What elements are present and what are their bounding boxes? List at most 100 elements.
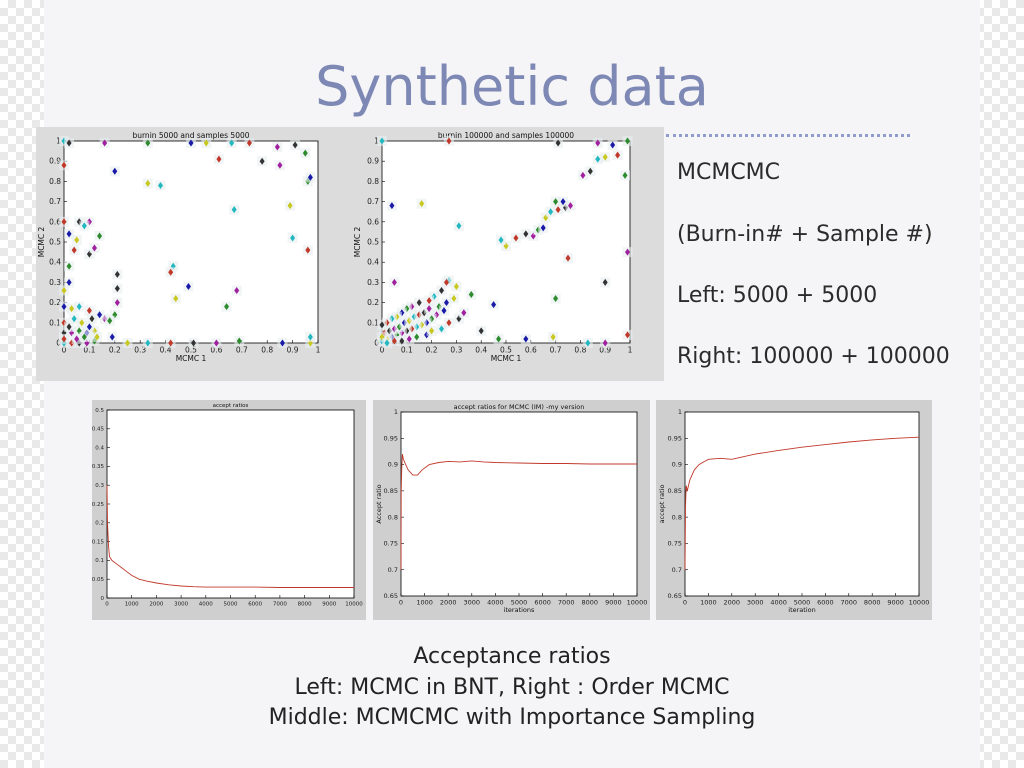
scatter-point bbox=[391, 278, 397, 286]
scatter-point bbox=[540, 224, 546, 232]
y-tick-label: 0.3 bbox=[95, 483, 104, 489]
scatter-point bbox=[102, 139, 108, 147]
scatter-point bbox=[112, 167, 118, 175]
scatter-point bbox=[114, 270, 120, 278]
y-tick-label: 0.4 bbox=[95, 445, 104, 451]
scatter-point bbox=[76, 327, 82, 335]
chart-title: accept ratios for MCMC (IM) -my version bbox=[454, 403, 585, 411]
y-tick-label: 0.8 bbox=[49, 177, 61, 186]
scatter-point bbox=[439, 325, 445, 333]
scatter-point bbox=[246, 139, 252, 147]
scatter-point bbox=[391, 337, 397, 345]
x-tick-label: 3000 bbox=[464, 599, 481, 607]
scatter-point bbox=[585, 339, 591, 347]
scatter-point bbox=[548, 208, 554, 216]
scatter-point bbox=[91, 244, 97, 252]
y-tick-label: 0.9 bbox=[367, 157, 379, 166]
x-tick-label: 0.1 bbox=[83, 346, 95, 355]
scatter-point bbox=[625, 331, 631, 339]
x-tick-label: 6000 bbox=[817, 599, 834, 607]
x-tick-label: 0.8 bbox=[261, 346, 273, 355]
y-tick-label: 0.85 bbox=[668, 487, 682, 495]
scatter-point bbox=[76, 303, 82, 311]
x-tick-label: 4000 bbox=[199, 602, 213, 608]
scatter-point bbox=[229, 139, 235, 147]
y-tick-label: 0.4 bbox=[367, 258, 379, 267]
scatter-point bbox=[86, 307, 92, 315]
y-tick-label: 0.7 bbox=[672, 566, 682, 574]
x-axis-label: iterations bbox=[504, 606, 535, 614]
y-tick-label: 0.7 bbox=[388, 566, 398, 574]
scatter-point bbox=[86, 323, 92, 331]
x-tick-label: 8000 bbox=[864, 599, 881, 607]
scatter-point bbox=[555, 206, 561, 214]
scatter-point bbox=[61, 161, 67, 169]
y-tick-label: 0.65 bbox=[668, 592, 682, 600]
x-tick-label: 0.8 bbox=[574, 346, 586, 355]
scatter-point bbox=[389, 202, 395, 210]
scatter-point bbox=[61, 218, 67, 226]
y-tick-label: 0.8 bbox=[672, 513, 682, 521]
y-tick-label: 0.9 bbox=[672, 461, 682, 469]
y-tick-label: 0.3 bbox=[49, 278, 61, 287]
scatter-point bbox=[580, 171, 586, 179]
scatter-point bbox=[384, 339, 390, 347]
scatter-point bbox=[426, 297, 432, 305]
line-chart-left: 0 1000 2000 3000 4000 5000 6000 7000 8000 9000 100… bbox=[92, 400, 366, 620]
x-tick-label: 5000 bbox=[511, 599, 528, 607]
x-tick-label: 0 bbox=[399, 599, 403, 607]
scatter-point bbox=[125, 339, 130, 347]
scatter-point bbox=[513, 234, 519, 242]
scatter-point bbox=[446, 319, 452, 327]
y-tick-label: 0.1 bbox=[95, 558, 104, 564]
plot-area bbox=[63, 140, 319, 344]
plot-area bbox=[106, 409, 355, 599]
scatter-point bbox=[602, 339, 608, 347]
x-tick-label: 0.3 bbox=[450, 346, 462, 355]
scatter-point bbox=[478, 327, 484, 335]
scatter-point bbox=[185, 282, 191, 290]
caption-heading: Acceptance ratios bbox=[413, 644, 611, 669]
scatter-point bbox=[530, 232, 536, 240]
y-tick-label: 1 bbox=[374, 137, 379, 146]
scatter-point bbox=[406, 335, 412, 343]
scatter-point bbox=[595, 155, 601, 163]
scatter-point bbox=[443, 278, 449, 286]
x-tick-label: 0.2 bbox=[109, 346, 121, 355]
scatter-point bbox=[114, 299, 120, 307]
line-panel-left: 0 1000 2000 3000 4000 5000 6000 7000 8000 9000 100… bbox=[92, 400, 366, 620]
scatter-point bbox=[419, 200, 425, 208]
scatter-point bbox=[307, 173, 313, 181]
side-text-format: (Burn-in# + Sample #) bbox=[677, 222, 933, 247]
x-tick-label: 3000 bbox=[174, 602, 188, 608]
scatter-point bbox=[491, 301, 497, 309]
caption-line-2: Middle: MCMCMC with Importance Sampling bbox=[268, 705, 756, 730]
scatter-point bbox=[553, 198, 559, 206]
scatter-point bbox=[523, 230, 529, 238]
x-tick-label: 2000 bbox=[440, 599, 457, 607]
scatter-point bbox=[224, 303, 230, 311]
scatter-point bbox=[553, 295, 559, 303]
scatter-point bbox=[560, 198, 566, 206]
y-axis-label: accept ratio bbox=[658, 485, 666, 524]
scatter-point bbox=[523, 335, 529, 343]
series-line bbox=[106, 485, 354, 588]
x-tick-label: 0.1 bbox=[401, 346, 413, 355]
scatter-point bbox=[429, 327, 435, 335]
y-tick-label: 0 bbox=[374, 339, 379, 348]
x-tick-label: 9000 bbox=[605, 599, 622, 607]
x-tick-label: 2000 bbox=[149, 602, 163, 608]
y-tick-label: 0.1 bbox=[49, 318, 61, 327]
x-axis-label: MCMC 1 bbox=[491, 354, 522, 363]
scatter-point bbox=[496, 335, 502, 343]
y-tick-label: 0.2 bbox=[95, 521, 104, 527]
y-tick-label: 0.6 bbox=[367, 217, 379, 226]
x-tick-label: 0.7 bbox=[550, 346, 562, 355]
scatter-point bbox=[550, 333, 556, 341]
scatter-point bbox=[446, 137, 452, 145]
scatter-point bbox=[168, 268, 174, 276]
scatter-point bbox=[622, 171, 628, 179]
scatter-point bbox=[61, 303, 67, 311]
scatter-point bbox=[231, 206, 237, 214]
scatter-point bbox=[191, 339, 197, 347]
